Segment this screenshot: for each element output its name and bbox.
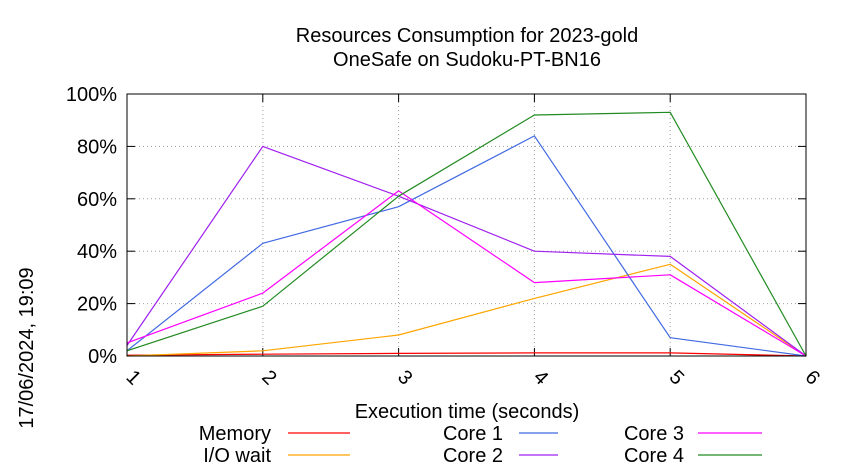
x-tick-label: 2 [257, 366, 280, 389]
series-line-core-1 [126, 135, 807, 357]
series-line-core-4 [126, 111, 807, 357]
y-tick-label: 20% [77, 294, 117, 316]
series-lines [126, 111, 807, 357]
chart-title-line-2: OneSafe on Sudoku-PT-BN16 [333, 49, 601, 71]
y-tick-label: 40% [77, 241, 117, 263]
y-tick-label: 80% [77, 136, 117, 158]
x-axis-label: Execution time (seconds) [355, 401, 580, 423]
plot-border [126, 93, 807, 357]
y-tick-label: 100% [66, 84, 117, 106]
legend-label-i-o-wait: I/O wait [203, 445, 271, 467]
series-line-core-2 [126, 145, 807, 357]
series-line-i-o-wait [126, 263, 807, 357]
legend-label-core-1: Core 1 [443, 423, 503, 445]
legend-label-core-3: Core 3 [624, 423, 684, 445]
x-tick-label: 4 [529, 366, 552, 389]
x-axis-ticks: 1 2 3 4 5 6 [122, 94, 824, 389]
y-tick-label: 60% [77, 189, 117, 211]
chart-title-line-1: Resources Consumption for 2023-gold [296, 25, 638, 47]
x-tick-label: 5 [665, 366, 688, 389]
y-axis-ticks: 0% 20% 40% 60% 80% 100% [66, 84, 806, 368]
series-line-memory [126, 352, 807, 357]
legend-label-core-2: Core 2 [443, 445, 503, 467]
x-tick-label: 3 [393, 366, 416, 389]
timestamp-label: 17/06/2024, 19:09 [16, 267, 38, 428]
legend-label-core-4: Core 4 [624, 445, 684, 467]
x-tick-label: 6 [801, 366, 824, 389]
x-tick-label: 1 [122, 366, 145, 389]
y-tick-label: 0% [88, 346, 117, 368]
legend-label-memory: Memory [199, 423, 271, 445]
series-line-core-3 [126, 190, 807, 357]
